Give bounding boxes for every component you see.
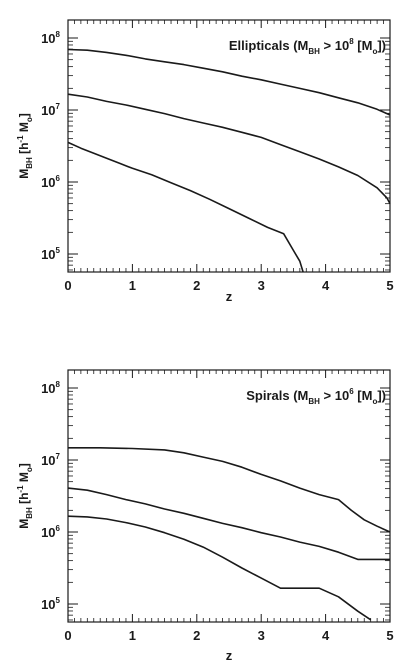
series-line-1 (68, 446, 391, 533)
x-tick-label: 2 (193, 278, 200, 293)
x-tick-labels: 0 1 2 3 4 5 (64, 628, 393, 643)
series-line-1 (67, 48, 391, 116)
plot-frame (67, 19, 391, 273)
x-tick-label: 3 (258, 628, 265, 643)
x-tick-label: 5 (386, 628, 393, 643)
major-ticks (67, 370, 391, 622)
y-tick-label: 106 (41, 174, 60, 190)
y-tick-labels: 105 106 107 108 (41, 30, 60, 262)
panel-spirals: 0 1 2 3 4 5 105 106 107 108 z Spirals (MBH > 106… (16, 369, 394, 663)
y-axis-label: MBH [h-1 Mo] (16, 113, 34, 179)
series-line-2 (67, 93, 391, 204)
series-line-3 (67, 141, 304, 273)
x-tick-label: 0 (64, 628, 71, 643)
y-tick-label: 108 (41, 30, 60, 46)
panel-ellipticals: 0 1 2 3 4 5 105 106 107 108 z Ellipticals (MBH >… (16, 19, 394, 304)
y-tick-label: 105 (41, 246, 60, 262)
x-tick-label: 4 (322, 628, 330, 643)
series-line-3 (67, 515, 372, 621)
plot-frame (67, 369, 391, 623)
x-tick-label: 4 (322, 278, 330, 293)
major-ticks (67, 20, 391, 272)
y-tick-label: 106 (41, 524, 60, 540)
panel-annotation: Spirals (MBH > 106 [Mo]) (246, 387, 386, 406)
y-tick-label: 107 (41, 452, 60, 468)
minor-ticks (68, 370, 390, 622)
y-tick-label: 107 (41, 102, 60, 118)
minor-ticks (68, 20, 390, 272)
y-tick-label: 108 (41, 380, 60, 396)
x-tick-labels: 0 1 2 3 4 5 (64, 278, 393, 293)
x-tick-label: 5 (386, 278, 393, 293)
y-tick-label: 105 (41, 596, 60, 612)
x-tick-label: 1 (129, 278, 136, 293)
panel-annotation: Ellipticals (MBH > 108 [Mo]) (229, 37, 386, 56)
y-axis-label: MBH [h-1 Mo] (16, 463, 34, 529)
series-group (67, 48, 391, 273)
series-line-2 (67, 487, 390, 561)
x-axis-label: z (226, 648, 233, 663)
y-tick-labels: 105 106 107 108 (41, 380, 60, 612)
x-tick-label: 3 (258, 278, 265, 293)
x-tick-label: 1 (129, 628, 136, 643)
x-axis-label: z (226, 289, 233, 304)
x-tick-label: 2 (193, 628, 200, 643)
x-tick-label: 0 (64, 278, 71, 293)
series-group (67, 446, 391, 621)
